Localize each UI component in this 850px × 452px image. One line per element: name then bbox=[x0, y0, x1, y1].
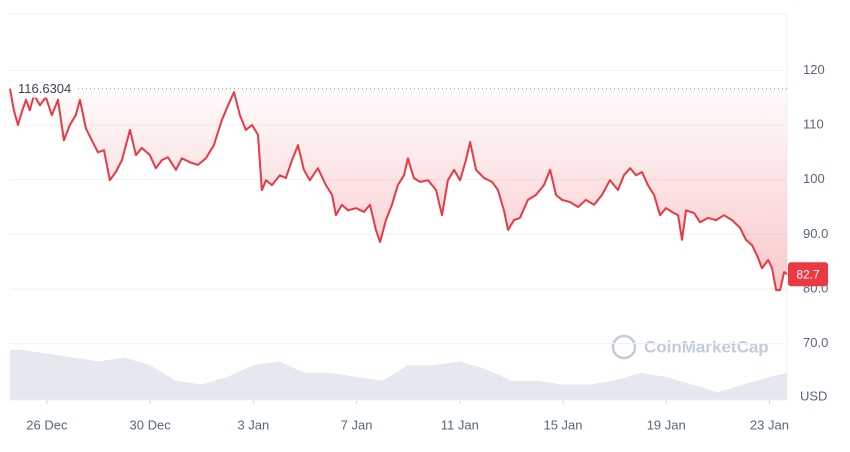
x-tick-label: 30 Dec bbox=[130, 417, 172, 432]
x-tick-label: 7 Jan bbox=[341, 417, 373, 432]
x-tick-label: 23 Jan bbox=[750, 417, 789, 432]
y-tick-label: 110 bbox=[803, 116, 824, 131]
watermark-text: CoinMarketCap bbox=[644, 337, 769, 356]
x-tick-label: 26 Dec bbox=[26, 417, 68, 432]
reference-label: 116.6304 bbox=[18, 81, 71, 96]
y-tick-label: 70.0 bbox=[803, 335, 828, 350]
last-price-badge bbox=[788, 262, 828, 287]
x-tick-label: 11 Jan bbox=[441, 417, 479, 432]
watermark-logo bbox=[611, 334, 637, 360]
y-tick-label: 120 bbox=[803, 62, 825, 77]
y-tick-label: 100 bbox=[803, 171, 825, 186]
y-tick-label: 90.0 bbox=[803, 226, 828, 241]
x-tick-label: 3 Jan bbox=[237, 417, 269, 432]
price-line bbox=[9, 88, 788, 292]
x-tick-label: 15 Jan bbox=[543, 417, 582, 432]
watermark: CoinMarketCap bbox=[611, 334, 769, 360]
volume-area bbox=[10, 349, 787, 400]
price-area bbox=[10, 88, 787, 291]
reference-label-bg bbox=[14, 79, 76, 98]
currency-label: USD bbox=[800, 388, 827, 403]
x-tick-label: 19 Jan bbox=[647, 417, 686, 432]
last-price-label: 82.7 bbox=[796, 267, 820, 281]
